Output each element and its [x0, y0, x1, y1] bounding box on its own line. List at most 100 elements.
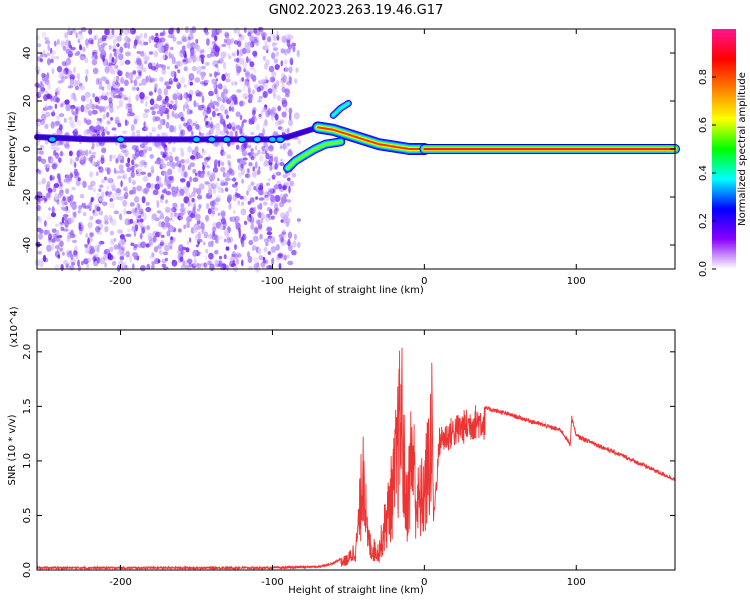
noise-speck: [162, 118, 166, 126]
noise-speck: [64, 220, 69, 228]
noise-speck: [272, 197, 276, 204]
noise-speck: [51, 68, 55, 75]
noise-speck: [137, 69, 143, 74]
noise-speck: [201, 104, 205, 109]
noise-speck: [88, 29, 93, 35]
noise-speck: [162, 54, 166, 60]
noise-speck: [127, 157, 131, 164]
noise-speck: [182, 260, 186, 267]
noise-speck: [119, 159, 125, 164]
noise-speck: [289, 57, 294, 66]
noise-speck: [123, 27, 129, 36]
noise-speck: [231, 126, 236, 132]
noise-speck: [240, 208, 247, 216]
noise-speck: [238, 171, 243, 178]
noise-speck: [114, 116, 120, 125]
noise-speck: [55, 223, 59, 228]
noise-speck: [105, 90, 111, 96]
noise-speck: [111, 127, 117, 131]
noise-speck: [133, 196, 140, 203]
noise-speck: [41, 72, 46, 78]
noise-speck: [124, 218, 131, 226]
spectrogram-heatmap: [34, 26, 680, 273]
noise-speck: [265, 76, 268, 80]
noise-speck: [136, 219, 140, 223]
noise-speck: [254, 161, 258, 169]
noise-speck: [249, 66, 255, 71]
noise-speck: [44, 37, 50, 41]
noise-speck: [87, 221, 93, 229]
noise-speck: [198, 131, 202, 136]
noise-speck: [98, 166, 104, 173]
noise-speck: [235, 144, 240, 150]
noise-speck: [219, 118, 226, 125]
noise-speck: [203, 106, 206, 112]
noise-speck: [50, 212, 57, 218]
noise-speck: [268, 215, 273, 221]
noise-speck: [174, 99, 178, 107]
noise-speck: [58, 113, 65, 118]
noise-speck: [130, 124, 135, 132]
noise-speck: [187, 165, 191, 170]
noise-speck: [234, 215, 240, 222]
noise-speck: [157, 88, 162, 96]
noise-speck: [127, 28, 133, 34]
noise-speck: [149, 154, 154, 159]
noise-speck: [214, 159, 218, 165]
noise-speck: [283, 254, 287, 261]
noise-speck: [252, 166, 255, 172]
noise-speck: [180, 129, 184, 134]
noise-speck: [240, 34, 245, 41]
noise-speck: [51, 163, 57, 170]
noise-speck: [282, 75, 287, 83]
noise-speck: [146, 185, 150, 193]
noise-speck: [216, 96, 222, 102]
noise-speck: [181, 61, 187, 65]
noise-speck: [68, 150, 73, 157]
noise-speck: [190, 212, 196, 219]
noise-speck: [200, 72, 205, 81]
noise-speck: [112, 48, 117, 52]
noise-speck: [178, 212, 184, 217]
noise-speck: [211, 29, 217, 35]
noise-speck: [186, 263, 192, 271]
noise-speck: [204, 115, 208, 119]
noise-speck: [273, 58, 278, 64]
noise-speck: [91, 54, 98, 60]
noise-speck: [266, 236, 271, 243]
noise-speck: [208, 90, 214, 97]
noise-speck: [273, 184, 279, 190]
noise-speck: [281, 35, 287, 43]
noise-speck: [151, 110, 156, 116]
noise-speck: [247, 168, 250, 174]
noise-speck: [211, 78, 216, 85]
noise-speck: [70, 218, 74, 223]
noise-speck: [262, 122, 265, 129]
noise-speck: [104, 92, 109, 96]
noise-speck: [271, 83, 276, 91]
noise-speck: [83, 129, 87, 137]
noise-speck: [119, 234, 125, 240]
noise-speck: [160, 151, 164, 156]
noise-speck: [89, 232, 94, 238]
noise-speck: [55, 120, 61, 126]
noise-speck: [194, 233, 201, 242]
noise-speck: [181, 37, 188, 42]
noise-speck: [101, 92, 105, 97]
noise-speck: [196, 70, 202, 75]
noise-speck: [151, 62, 156, 67]
noise-speck: [217, 186, 223, 194]
noise-speck: [246, 167, 250, 174]
noise-speck: [227, 72, 231, 79]
noise-speck: [153, 184, 158, 190]
noise-speck: [109, 158, 112, 162]
noise-speck: [244, 80, 250, 87]
noise-speck: [214, 71, 217, 78]
noise-speck: [172, 146, 176, 153]
noise-speck: [99, 106, 104, 113]
noise-speck: [139, 33, 143, 38]
noise-speck: [104, 262, 107, 268]
noise-speck: [77, 264, 81, 272]
noise-speck: [235, 111, 241, 117]
noise-speck: [257, 99, 262, 103]
